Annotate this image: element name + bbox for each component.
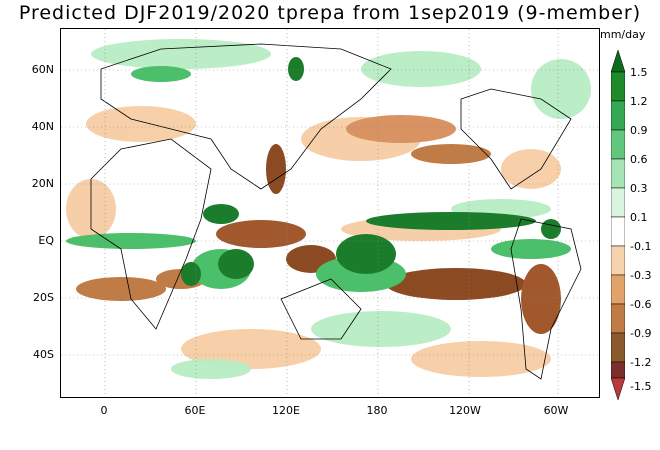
units-label: mm/day (600, 28, 646, 41)
map-title: Predicted DJF2019/2020 tprepa from 1sep2… (18, 2, 642, 24)
graticule (61, 29, 599, 397)
colorbar-label: 1.5 (630, 66, 648, 79)
lon-label-0: 0 (100, 404, 108, 417)
wet-dark-regions (181, 57, 561, 286)
lon-label-180: 180 (366, 404, 388, 417)
wet-light-regions (91, 39, 591, 379)
lon-label-60e: 60E (184, 404, 206, 417)
colorbar (610, 49, 626, 404)
colorbar-label: -0.3 (630, 269, 652, 282)
colorbar-label: 0.3 (630, 182, 648, 195)
colorbar-label: 1.2 (630, 95, 648, 108)
lon-label-120e: 120E (272, 404, 300, 417)
colorbar-svg (610, 49, 626, 401)
dry-dark-regions (76, 115, 561, 334)
colorbar-label: 0.1 (630, 211, 648, 224)
map-svg (61, 29, 599, 397)
colorbar-label: -0.1 (630, 240, 652, 253)
colorbar-label: -0.6 (630, 298, 652, 311)
lat-label-60n: 60N (31, 63, 54, 76)
colorbar-label: -1.5 (630, 380, 652, 393)
colorbar-label: -1.2 (630, 356, 652, 369)
lat-label-40n: 40N (31, 120, 54, 133)
lon-label-120w: 120W (449, 404, 481, 417)
colorbar-label: 0.6 (630, 153, 648, 166)
lat-label-eq: EQ (38, 234, 54, 247)
lat-label-20s: 20S (33, 291, 54, 304)
colorbar-label: -0.9 (630, 327, 652, 340)
lat-label-20n: 20N (31, 177, 54, 190)
lon-label-60w: 60W (543, 404, 569, 417)
colorbar-label: 0.9 (630, 124, 648, 137)
coastlines (90, 43, 582, 380)
precipitation-anomaly-map (60, 28, 600, 398)
lat-label-40s: 40S (33, 348, 54, 361)
